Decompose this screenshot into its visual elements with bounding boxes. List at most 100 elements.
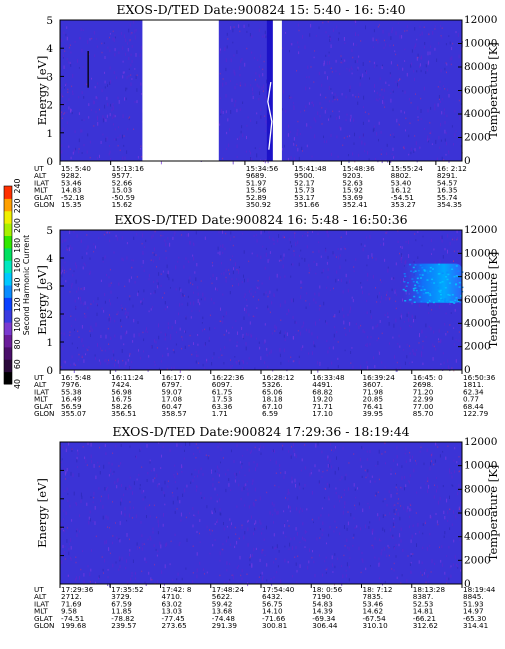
noise-speck [339, 126, 341, 129]
noise-speck-red [352, 537, 354, 539]
noise-speck [331, 361, 333, 365]
noise-speck [448, 577, 450, 581]
noise-speck [197, 475, 199, 478]
orbit-value: -74.51 [61, 614, 84, 623]
noise-speck [93, 31, 95, 35]
noise-speck [219, 123, 221, 126]
noise-speck [96, 115, 98, 119]
noise-speck [235, 360, 237, 364]
noise-speck-red [233, 236, 235, 238]
orbit-value: 3729. [111, 592, 132, 601]
noise-speck [133, 236, 135, 240]
noise-speck [204, 297, 206, 301]
noise-speck [220, 273, 222, 275]
noise-speck [339, 532, 341, 536]
noise-speck [148, 355, 150, 358]
noise-speck [153, 467, 155, 472]
noise-speck [234, 86, 236, 90]
noise-speck [289, 241, 291, 244]
orbit-value: 310.10 [363, 621, 389, 630]
noise-speck [241, 281, 243, 284]
noise-speck [66, 270, 68, 273]
noise-speck [196, 568, 198, 573]
noise-speck [306, 531, 308, 533]
noise-speck [200, 298, 202, 301]
noise-speck [457, 491, 459, 496]
noise-speck [308, 76, 310, 79]
bright-speck [404, 275, 407, 278]
noise-speck [146, 479, 148, 482]
noise-speck [308, 560, 310, 564]
noise-speck [346, 527, 348, 531]
noise-speck [109, 113, 111, 117]
noise-speck-red [374, 494, 376, 497]
noise-speck [206, 505, 208, 509]
noise-speck-red [325, 568, 327, 571]
noise-speck [262, 577, 263, 581]
noise-speck [432, 357, 434, 361]
noise-speck [144, 496, 146, 499]
noise-speck [179, 541, 181, 544]
bright-speck [439, 291, 442, 293]
noise-speck [269, 290, 270, 293]
noise-speck-red [66, 249, 68, 251]
noise-speck [301, 146, 303, 151]
noise-speck-red [420, 97, 422, 100]
noise-speck [177, 572, 179, 576]
noise-speck [118, 364, 120, 368]
noise-speck [225, 82, 227, 85]
noise-speck [329, 289, 331, 291]
noise-speck [130, 53, 132, 56]
noise-speck-red [192, 572, 194, 574]
noise-speck [395, 81, 397, 83]
noise-speck [72, 274, 74, 277]
noise-speck [358, 153, 360, 157]
noise-speck [112, 473, 114, 475]
noise-speck [254, 315, 256, 318]
orbit-row-label: ALT [34, 592, 47, 601]
orbit-value: 51.93 [463, 599, 484, 608]
noise-speck [242, 333, 244, 338]
noise-speck [68, 98, 70, 101]
noise-speck [426, 448, 428, 452]
noise-speck [121, 236, 123, 240]
noise-speck [250, 157, 252, 161]
noise-speck-red [294, 556, 296, 558]
noise-speck-red [225, 232, 227, 235]
noise-speck [393, 547, 395, 550]
noise-speck-red [239, 84, 241, 87]
noise-speck [437, 500, 439, 505]
bright-speck [418, 285, 421, 287]
noise-speck [217, 519, 218, 523]
noise-speck-red [141, 466, 143, 468]
noise-speck [262, 528, 264, 530]
noise-speck [138, 290, 139, 293]
noise-speck [284, 331, 286, 334]
noise-speck-red [399, 78, 401, 80]
noise-speck-red [77, 330, 79, 333]
noise-speck [196, 530, 198, 533]
noise-speck [288, 309, 289, 312]
noise-speck [68, 106, 70, 110]
noise-speck [331, 465, 333, 469]
noise-speck [260, 107, 262, 111]
noise-speck [224, 581, 225, 584]
noise-speck [413, 352, 415, 355]
noise-speck [231, 365, 233, 367]
noise-speck [456, 230, 458, 234]
noise-speck [335, 59, 337, 63]
noise-speck [378, 557, 380, 560]
noise-speck [260, 522, 262, 525]
noise-speck [117, 478, 119, 482]
noise-speck [277, 565, 279, 568]
noise-speck [185, 257, 187, 260]
orbit-value: 3607. [363, 380, 384, 389]
noise-speck [166, 264, 168, 269]
noise-speck [109, 583, 111, 588]
noise-speck-red [108, 343, 110, 345]
orbit-value: 17.08 [162, 395, 183, 404]
orbit-value: 14.83 [61, 186, 82, 195]
noise-speck [331, 563, 333, 567]
noise-speck [304, 530, 306, 534]
